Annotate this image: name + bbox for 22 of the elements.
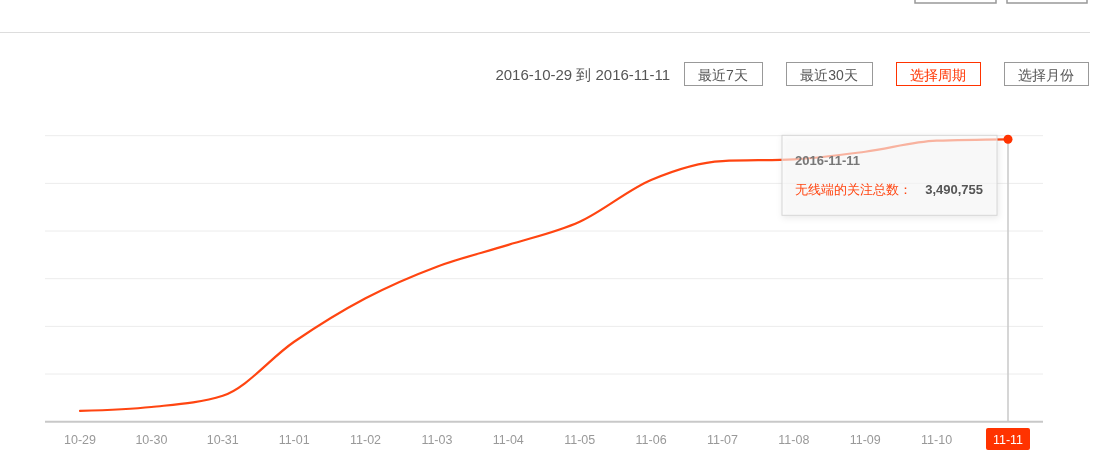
text: 最近7天 (698, 66, 748, 83)
x-tick-label: 11-11 (992, 432, 1024, 447)
x-tick-label: 10-31 (206, 432, 239, 447)
x-tick-label: 11-05 (564, 432, 596, 447)
x-tick-label: 11-04 (492, 432, 524, 447)
chart-subtitle: 2016-10-29 到 2016-11-11 (495, 66, 670, 83)
text: 选择月份 (1018, 66, 1074, 83)
x-tick-label: 10-30 (135, 432, 168, 447)
x-tick-label: 11-07 (706, 432, 739, 447)
x-tick-label: 11-01 (278, 432, 310, 447)
text: 最近30天 (800, 66, 858, 83)
x-tick-label: 10-29 (64, 432, 97, 447)
x-tick-label: 11-03 (421, 432, 453, 447)
x-tick-label: 11-08 (778, 432, 810, 447)
x-tick-label: 11-10 (921, 432, 953, 447)
x-tick-label: 11-06 (635, 432, 667, 447)
text: 选择周期 (910, 66, 966, 83)
annotation: 3,490,755 (925, 182, 983, 198)
x-tick-label: 11-02 (350, 432, 382, 447)
series-label: 无线端的关注总数： (795, 182, 912, 198)
x-tick-label: 11-09 (849, 432, 881, 447)
annotation: 2016-11-11 (795, 153, 861, 169)
